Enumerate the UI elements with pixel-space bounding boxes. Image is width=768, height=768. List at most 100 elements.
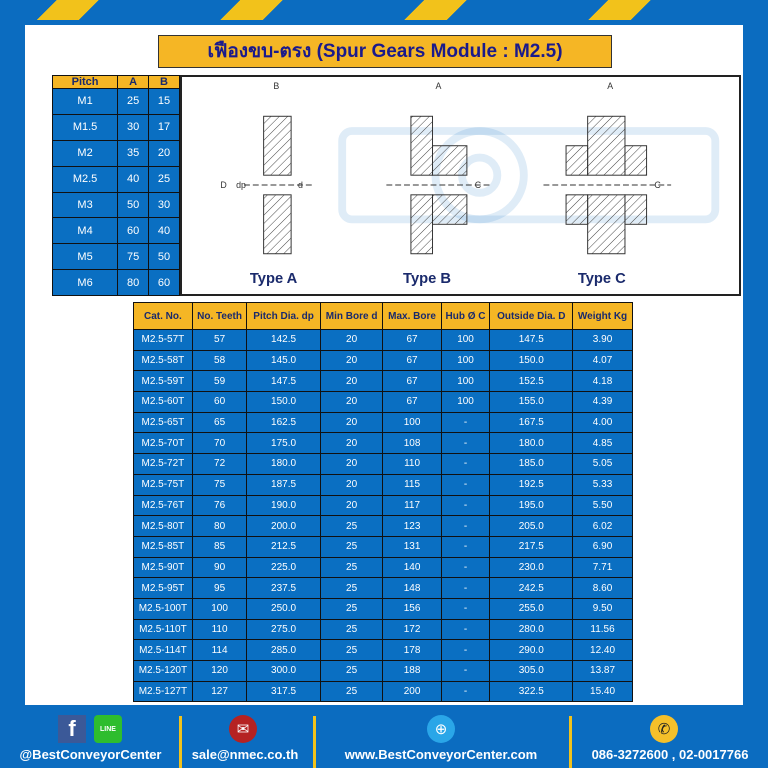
table-row: M2 35 20 [51,139,180,167]
spec-cell: 255.0 [489,597,574,620]
spec-header: Min Bore d [319,302,384,330]
watermark-logo [338,127,720,224]
page-title: เฟืองขบ-ตรง (Spur Gears Module : M2.5) [158,35,612,68]
pitch-cell: M5 [51,243,119,271]
spec-cell: - [440,577,491,599]
spec-cell: - [440,473,491,496]
email-link[interactable]: sale@nmec.co.th [191,747,299,762]
spec-cell: 72 [191,453,248,475]
phone-icon[interactable]: ✆ [650,715,678,743]
spec-cell: 142.5 [246,329,321,351]
spec-cell: M2.5-90T [133,556,193,579]
dim-c-label-c: C [654,180,661,190]
spec-cell: 317.5 [246,680,321,703]
spec-cell: 25 [319,556,384,579]
type-b-drawing [386,115,490,255]
pitch-cell: M1 [51,88,119,115]
spec-header: Hub Ø C [440,302,491,330]
pitch-cell: 40 [117,165,150,193]
spec-cell: M2.5-75T [133,473,193,496]
dim-d-outer-label: D [220,180,226,190]
spec-cell: 167.5 [489,411,574,434]
spec-cell: 25 [319,618,384,641]
table-row: M2.5-59T 59 147.5 20 67 100 152.5 4.18 [133,370,633,393]
spec-cell: - [440,411,491,434]
spec-cell: - [440,639,491,661]
divider [569,716,572,768]
spec-cell: 205.0 [489,515,574,537]
spec-cell: 75 [191,473,248,496]
divider [179,716,182,768]
spec-cell: M2.5-114T [133,639,193,661]
spec-cell: 178 [382,639,442,661]
dim-bore-label: d [298,180,303,190]
spec-cell: M2.5-85T [133,535,193,558]
table-row: M2.5-65T 65 162.5 20 100-167.5 4.00 [133,411,633,434]
spec-cell: 4.18 [572,370,633,393]
spec-cell: M2.5-120T [133,660,193,682]
spec-cell: - [440,453,491,475]
spec-cell: 65 [191,411,248,434]
spec-cell: 100 [440,329,491,351]
spec-cell: M2.5-80T [133,515,193,537]
website-link[interactable]: www.BestConveyorCenter.com [344,747,538,762]
spec-cell: 123 [382,515,442,537]
pitch-header: A [117,75,150,89]
pitch-cell: M6 [51,269,119,296]
pitch-cell: 25 [117,88,150,115]
spec-cell: 100 [191,597,248,620]
spec-cell: 20 [319,411,384,434]
spec-cell: 120 [191,660,248,682]
facebook-icon[interactable]: f [58,715,86,743]
line-icon[interactable]: LINE [94,715,122,743]
spec-cell: 4.00 [572,411,633,434]
spec-cell: 280.0 [489,618,574,641]
spec-cell: 5.05 [572,453,633,475]
table-row: M2.5-72T 72 180.0 20 110-185.0 5.05 [133,453,633,475]
spur-gear-spec-table: Cat. No. No. Teeth Pitch Dia. dp Min Bore d… [133,302,633,703]
table-row: M6 80 60 [51,269,180,296]
spec-cell: 110 [382,453,442,475]
spec-cell: 25 [319,680,384,703]
spec-cell: 200.0 [246,515,321,537]
dim-a-label-c: A [607,81,613,91]
pitch-cell: 40 [148,217,180,245]
spec-cell: 5.33 [572,473,633,496]
type-b-label: Type B [403,271,451,287]
spec-cell: 25 [319,577,384,599]
spec-cell: 20 [319,329,384,351]
spec-cell: 115 [382,473,442,496]
spec-cell: - [440,597,491,620]
spec-cell: 4.85 [572,432,633,455]
spec-cell: 20 [319,473,384,496]
spec-cell: 67 [382,329,442,351]
phone-numbers[interactable]: 086-3272600 , 02-0017766 [591,747,749,762]
type-c-label: Type C [578,271,626,287]
globe-icon[interactable]: ⊕ [427,715,455,743]
spec-header: Cat. No. [133,302,193,330]
spec-cell: 8.60 [572,577,633,599]
spec-cell: 67 [382,370,442,393]
social-handle[interactable]: @BestConveyorCenter [19,747,162,762]
spec-cell: 242.5 [489,577,574,599]
spec-cell: 145.0 [246,349,321,372]
spec-cell: 57 [191,329,248,351]
spec-cell: 180.0 [246,453,321,475]
table-row: M4 60 40 [51,217,180,245]
spec-cell: 285.0 [246,639,321,661]
decorative-stripes [0,0,768,20]
email-icon[interactable]: ✉ [229,715,257,743]
spec-cell: 67 [382,349,442,372]
spec-cell: 300.0 [246,660,321,682]
table-row: M2.5-57T 57 142.5 20 67 100 147.5 3.90 [133,329,633,351]
spec-cell: 192.5 [489,473,574,496]
spec-cell: 147.5 [489,329,574,351]
table-row: M5 75 50 [51,243,180,271]
spec-cell: 58 [191,349,248,372]
footer: f LINE @BestConveyorCenter ✉ sale@nmec.c… [0,708,768,768]
table-row: M2.5-75T 75 187.5 20 115-192.5 5.33 [133,473,633,496]
spec-cell: 150.0 [246,391,321,413]
spec-cell: M2.5-65T [133,411,193,434]
pitch-cell: 50 [117,191,150,219]
spec-cell: 20 [319,370,384,393]
